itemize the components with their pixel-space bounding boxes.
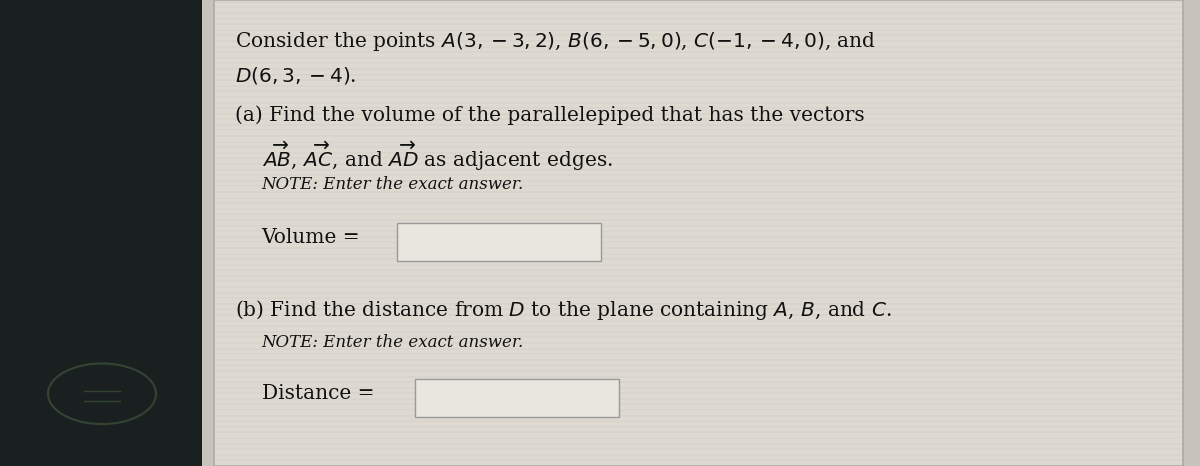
FancyBboxPatch shape bbox=[214, 0, 1183, 466]
Text: $\overrightarrow{AB}$, $\overrightarrow{AC}$, and $\overrightarrow{AD}$ as adjac: $\overrightarrow{AB}$, $\overrightarrow{… bbox=[262, 140, 612, 173]
Text: NOTE: Enter the exact answer.: NOTE: Enter the exact answer. bbox=[262, 176, 524, 193]
FancyBboxPatch shape bbox=[415, 379, 619, 417]
Text: Volume =: Volume = bbox=[262, 228, 360, 247]
Text: (b) Find the distance from $D$ to the plane containing $A$, $B$, and $C$.: (b) Find the distance from $D$ to the pl… bbox=[235, 298, 892, 322]
FancyBboxPatch shape bbox=[0, 0, 202, 466]
Text: NOTE: Enter the exact answer.: NOTE: Enter the exact answer. bbox=[262, 334, 524, 351]
Text: Distance =: Distance = bbox=[262, 384, 374, 404]
FancyBboxPatch shape bbox=[397, 223, 601, 261]
Text: (a) Find the volume of the parallelepiped that has the vectors: (a) Find the volume of the parallelepipe… bbox=[235, 105, 865, 124]
Text: Consider the points $A(3,-3,2)$, $B(6,-5,0)$, $C(-1,-4,0)$, and: Consider the points $A(3,-3,2)$, $B(6,-5… bbox=[235, 30, 876, 53]
Text: $D(6,3,-4)$.: $D(6,3,-4)$. bbox=[235, 65, 356, 86]
